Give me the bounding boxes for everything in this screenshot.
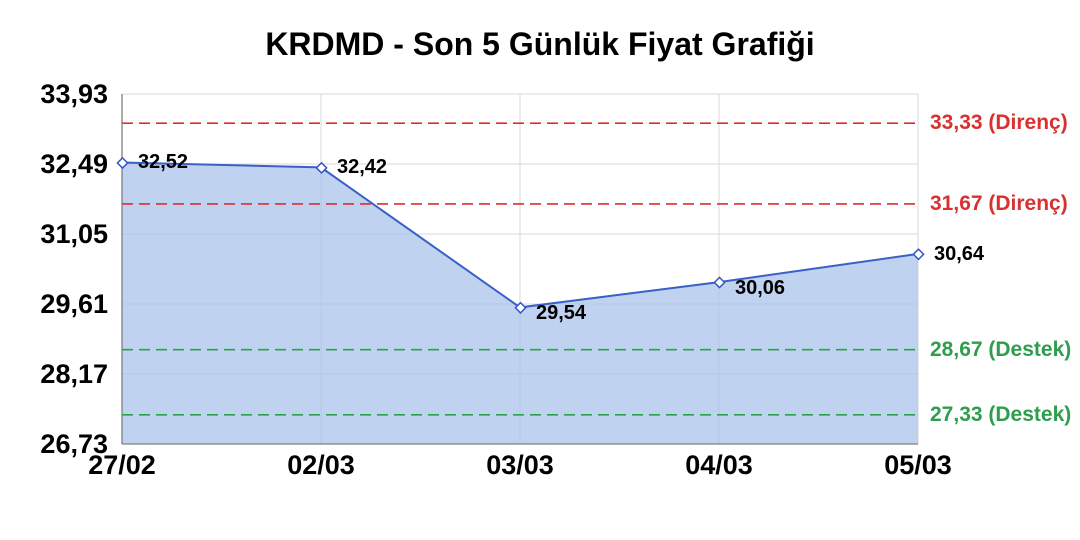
svg-text:30,64: 30,64 (934, 243, 985, 265)
svg-text:04/03: 04/03 (685, 450, 753, 480)
svg-text:31,67 (Direnç): 31,67 (Direnç) (930, 192, 1068, 215)
svg-text:33,93: 33,93 (40, 79, 108, 109)
svg-text:28,67 (Destek): 28,67 (Destek) (930, 338, 1071, 361)
svg-text:29,61: 29,61 (40, 289, 108, 319)
svg-text:31,05: 31,05 (40, 219, 108, 249)
svg-text:33,33 (Direnç): 33,33 (Direnç) (930, 111, 1068, 134)
svg-text:02/03: 02/03 (287, 450, 355, 480)
svg-text:03/03: 03/03 (486, 450, 554, 480)
svg-text:27,33 (Destek): 27,33 (Destek) (930, 403, 1071, 426)
svg-text:30,06: 30,06 (735, 277, 785, 299)
svg-text:28,17: 28,17 (40, 359, 108, 389)
svg-text:32,49: 32,49 (40, 149, 108, 179)
svg-text:32,42: 32,42 (337, 156, 387, 178)
svg-text:32,52: 32,52 (138, 151, 188, 173)
svg-text:29,54: 29,54 (536, 302, 587, 324)
svg-text:27/02: 27/02 (88, 450, 156, 480)
svg-text:05/03: 05/03 (884, 450, 952, 480)
